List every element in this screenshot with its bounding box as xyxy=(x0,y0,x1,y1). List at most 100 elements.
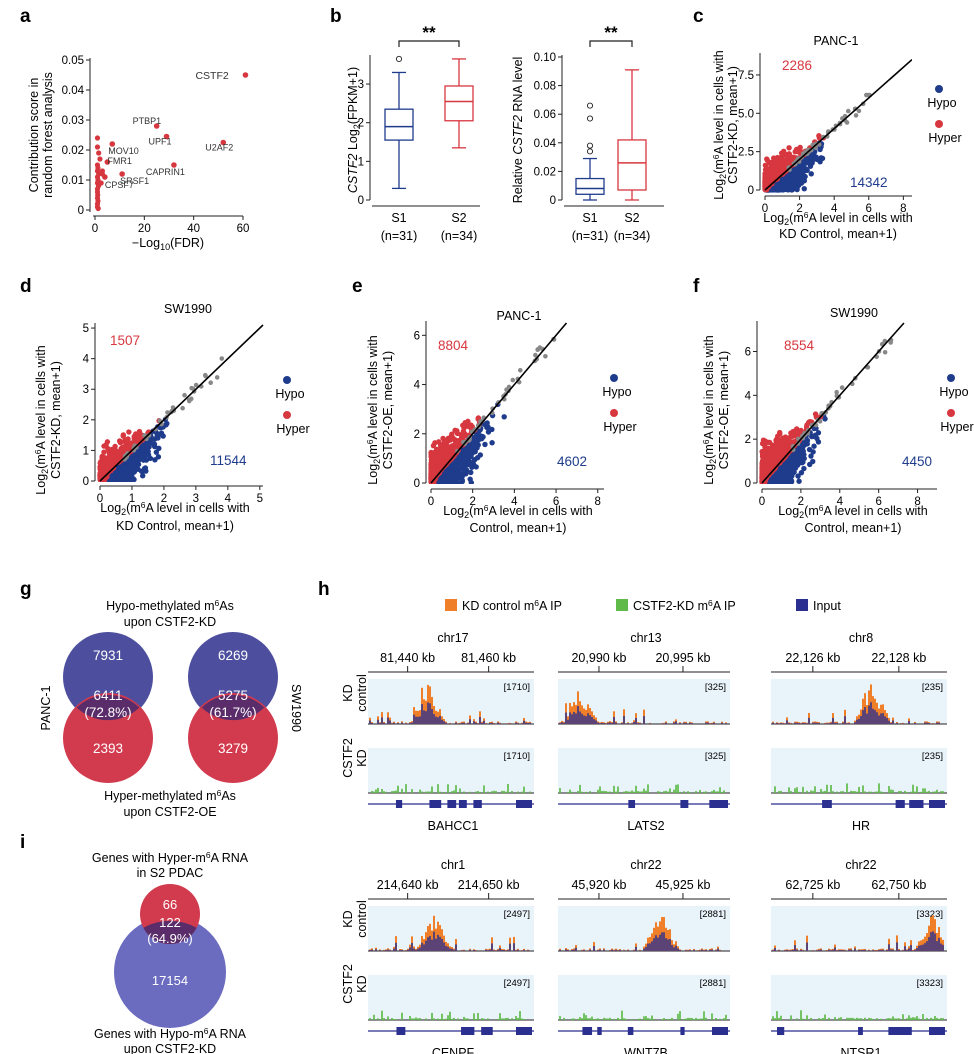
identity-line xyxy=(764,59,912,191)
coverage-input xyxy=(421,704,423,724)
hypo-point xyxy=(116,474,122,481)
xtick-label: 6 xyxy=(866,203,872,215)
hypo-point xyxy=(156,445,162,452)
panel-i-hypo-circle xyxy=(114,916,226,1028)
hypo-point xyxy=(801,185,807,192)
hypo-point xyxy=(475,437,482,443)
coverage-input xyxy=(381,717,383,724)
panel-a-xtick-label: 20 xyxy=(138,223,151,235)
hypo-point xyxy=(802,173,808,180)
coverage-input xyxy=(429,703,431,724)
ytick-label: 2 xyxy=(83,415,89,427)
panel-g-sw-pct: (61.7%) xyxy=(209,705,256,720)
hypo-count: 4602 xyxy=(557,454,587,469)
legend-kd-control-swatch xyxy=(445,599,457,611)
hyper-point xyxy=(442,442,449,448)
hypo-point xyxy=(782,470,789,476)
xtick-label: 2 xyxy=(161,493,167,505)
hyper-point xyxy=(437,463,443,470)
coverage-cstf2-kd xyxy=(439,791,441,793)
panel-g-right-label: SW1990 xyxy=(289,684,303,732)
hyper-point xyxy=(779,443,786,450)
panel-letter-c: c xyxy=(693,6,704,27)
hypo-point xyxy=(465,455,471,462)
hypo-point xyxy=(784,182,790,188)
track-chr: chr17 xyxy=(437,631,468,645)
panel-a-point-label: CSTF2 xyxy=(195,70,228,82)
panel-b-right-ytick-label: 0.06 xyxy=(534,109,556,121)
hyper-point xyxy=(99,468,105,475)
ytick-label: 5 xyxy=(83,323,89,335)
hyper-point xyxy=(793,147,800,154)
hypo-point xyxy=(129,457,136,464)
hyper-point xyxy=(432,458,439,464)
hypo-point xyxy=(810,433,816,440)
hyper-point xyxy=(112,443,118,450)
panel-a-point xyxy=(95,205,101,212)
coverage-input xyxy=(411,722,413,724)
panel-a-point-label: U2AF2 xyxy=(205,143,233,153)
hyper-point xyxy=(437,458,444,465)
hyper-point xyxy=(101,449,107,455)
hypo-point xyxy=(482,441,488,448)
coverage-input xyxy=(441,719,443,724)
hypo-point xyxy=(501,414,507,420)
panel-g-venn: Hypo-methylated m6As upon CSTF2-KD 7931 … xyxy=(39,598,303,819)
hyper-point xyxy=(765,449,772,455)
hypo-point xyxy=(776,187,782,193)
ns-point xyxy=(193,382,199,388)
panel-b-right-ytick-label: 0 xyxy=(550,195,556,207)
panel-b-right-chart: 00.020.040.060.080.10 ** Relative CSTF2 … xyxy=(511,23,664,243)
coverage-input xyxy=(417,716,419,724)
ytick-label: 1 xyxy=(83,445,89,457)
xtick-label: 0 xyxy=(762,203,768,215)
ytick-label: 2 xyxy=(414,429,420,441)
panel-a-ylabel-2: random forest analysis xyxy=(41,72,55,198)
ytick-label: 0 xyxy=(414,478,420,490)
panel-a-xtick-label: 0 xyxy=(92,223,98,235)
hyper-point xyxy=(118,439,124,445)
panel-g-sw-overlap xyxy=(201,694,265,721)
coverage-cstf2-kd xyxy=(385,791,387,793)
coverage-input xyxy=(437,717,439,724)
panel-a-ytick-label: 0.04 xyxy=(62,85,85,97)
xtick-label: 2 xyxy=(796,203,802,215)
xtick-label: 3 xyxy=(193,493,199,505)
y-label-line1: Log2(m6A level in cells with xyxy=(711,50,728,199)
hyper-point xyxy=(786,145,792,151)
hyper-point xyxy=(103,458,109,464)
scatter-points xyxy=(97,324,264,482)
coverage-cstf2-kd xyxy=(431,786,433,793)
coverage-cstf2-kd xyxy=(437,784,439,793)
coverage-input xyxy=(377,719,379,724)
hyper-point xyxy=(436,446,443,452)
panel-a-xlabel: −Log10(FDR) xyxy=(132,236,204,252)
coverage-cstf2-kd xyxy=(405,784,407,793)
legend-cstf2-kd-swatch xyxy=(616,599,628,611)
hyper-point xyxy=(119,444,126,451)
hypo-point xyxy=(457,480,463,484)
panel-g-panc-overlap xyxy=(76,694,140,721)
hyper-point xyxy=(764,456,771,463)
panel-b-right-g1: S1 xyxy=(582,211,597,225)
coverage-cstf2-kd xyxy=(443,791,445,793)
panel-a-point-mov10 xyxy=(109,141,116,147)
track-tick2: 81,460 kb xyxy=(461,651,516,665)
box-outlier xyxy=(586,142,594,149)
coverage-input xyxy=(425,711,427,724)
scatter-title: SW1990 xyxy=(164,302,212,316)
panel-b-left-ylabel: CSTF2 Log2(FPKM+1) xyxy=(346,67,362,193)
y-label-line2: CSTF2-KD, mean+1) xyxy=(49,361,63,479)
coverage-input xyxy=(415,716,417,724)
ns-point xyxy=(182,392,187,398)
hypo-point xyxy=(818,155,824,161)
coverage-input xyxy=(387,717,389,724)
panel-a-point-srsf1 xyxy=(119,171,125,177)
coverage-input xyxy=(435,716,437,724)
panel-b-left-ytick-label: 2 xyxy=(358,118,364,130)
hypo-point xyxy=(796,478,802,484)
coverage-input xyxy=(369,720,371,724)
hypo-point xyxy=(451,477,457,484)
box-body xyxy=(617,139,647,191)
